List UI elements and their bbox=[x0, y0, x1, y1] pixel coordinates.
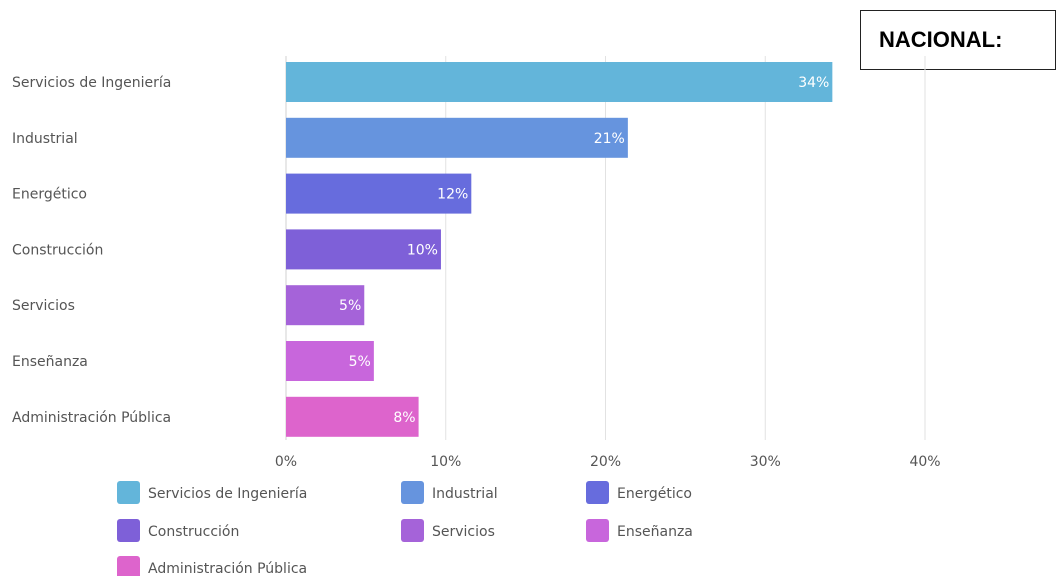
legend-label[interactable]: Servicios de Ingeniería bbox=[148, 486, 307, 502]
category-label: Energético bbox=[12, 187, 87, 203]
category-label: Servicios bbox=[12, 298, 75, 314]
bar[interactable] bbox=[286, 341, 374, 381]
legend-label[interactable]: Servicios bbox=[432, 524, 495, 540]
bar[interactable] bbox=[286, 117, 628, 158]
bar[interactable] bbox=[286, 62, 833, 102]
bar[interactable] bbox=[286, 173, 472, 214]
category-label: Enseñanza bbox=[12, 354, 88, 370]
data-label: 5% bbox=[339, 298, 361, 314]
legend-swatch[interactable] bbox=[401, 481, 424, 504]
legend-label[interactable]: Construcción bbox=[148, 524, 239, 540]
x-tick-label: 10% bbox=[430, 454, 461, 470]
legend-swatch[interactable] bbox=[117, 481, 140, 504]
chart-title-box: NACIONAL: bbox=[860, 10, 1056, 70]
data-label: 10% bbox=[407, 242, 438, 258]
x-tick-label: 20% bbox=[590, 454, 621, 470]
bar[interactable] bbox=[286, 285, 365, 326]
legend-swatch[interactable] bbox=[117, 556, 140, 576]
data-label: 5% bbox=[349, 354, 371, 370]
data-label: 34% bbox=[798, 75, 829, 91]
legend-swatch[interactable] bbox=[586, 481, 609, 504]
legend-label[interactable]: Administración Pública bbox=[148, 561, 307, 576]
category-label: Servicios de Ingeniería bbox=[12, 75, 171, 91]
bar[interactable] bbox=[286, 396, 419, 437]
data-label: 8% bbox=[393, 410, 415, 426]
x-tick-label: 0% bbox=[275, 454, 297, 470]
data-label: 12% bbox=[437, 187, 468, 203]
bar[interactable] bbox=[286, 229, 441, 270]
legend-swatch[interactable] bbox=[117, 519, 140, 542]
legend-swatch[interactable] bbox=[401, 519, 424, 542]
legend-label[interactable]: Enseñanza bbox=[617, 524, 693, 540]
x-tick-label: 40% bbox=[909, 454, 940, 470]
legend-label[interactable]: Industrial bbox=[432, 486, 498, 502]
category-label: Administración Pública bbox=[12, 410, 171, 426]
category-label: Industrial bbox=[12, 131, 78, 147]
chart-title: NACIONAL: bbox=[879, 27, 1003, 52]
category-label: Construcción bbox=[12, 242, 103, 258]
x-tick-label: 30% bbox=[750, 454, 781, 470]
data-label: 21% bbox=[594, 131, 625, 147]
legend-swatch[interactable] bbox=[586, 519, 609, 542]
legend-label[interactable]: Energético bbox=[617, 486, 692, 502]
